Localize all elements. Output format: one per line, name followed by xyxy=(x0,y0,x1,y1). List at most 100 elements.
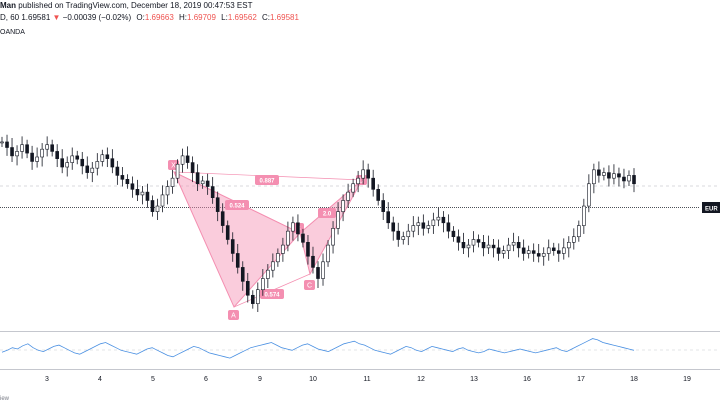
candle-body xyxy=(155,205,160,212)
candle-body xyxy=(256,289,260,304)
author-name[interactable]: Man xyxy=(0,1,16,10)
candle-body xyxy=(135,189,140,196)
ratio-ac-badge xyxy=(260,289,284,299)
x-tick-label: 18 xyxy=(630,376,638,383)
x-tick-label: 11 xyxy=(363,376,370,383)
ohlc-line: D, 60 1.69581 ▼ −0.00039 (−0.02%) O:1.69… xyxy=(0,13,299,22)
candle-body xyxy=(536,253,541,257)
candle-body xyxy=(451,230,456,238)
candlestick-series xyxy=(0,134,636,312)
open-label: O: xyxy=(136,13,145,22)
harmonic-pattern[interactable]: X A B C D 0.887 0.524 0.574 2.0 xyxy=(168,160,367,320)
candle-body xyxy=(572,236,576,243)
candle-body xyxy=(215,197,220,212)
candle-body xyxy=(587,183,591,207)
candle-body xyxy=(627,175,631,182)
candle-body xyxy=(486,244,491,249)
candle-body xyxy=(481,242,486,249)
candle-body xyxy=(15,151,19,157)
candle-body xyxy=(281,244,285,254)
x-tick-label: 6 xyxy=(204,376,208,383)
candle-body xyxy=(501,250,506,254)
candle-body xyxy=(195,172,200,185)
candle-body xyxy=(160,194,165,207)
candle-body xyxy=(40,148,44,158)
last-price: 1.69581 xyxy=(21,13,51,22)
candle-body xyxy=(441,216,446,224)
ratio-bd-label: 2.0 xyxy=(323,212,332,218)
candle-body xyxy=(20,144,24,152)
candle-body xyxy=(381,200,386,212)
candle-body xyxy=(386,211,391,224)
low-label: L: xyxy=(221,13,228,22)
publish-line: Man published on TradingView.com, Decemb… xyxy=(0,1,252,10)
candle-body xyxy=(612,173,616,179)
candle-body xyxy=(110,158,115,168)
candle-body xyxy=(140,191,145,196)
candle-body xyxy=(306,242,310,257)
candle-body xyxy=(75,155,80,160)
open-value: 1.69663 xyxy=(144,13,174,22)
candle-body xyxy=(506,244,511,251)
candle-body xyxy=(416,222,421,226)
candle-body xyxy=(276,253,280,263)
candle-body xyxy=(592,169,596,185)
candle-body xyxy=(175,163,180,179)
candle-body xyxy=(336,211,340,229)
candle-body xyxy=(165,186,170,196)
price-tag xyxy=(702,202,720,213)
point-d-label: D xyxy=(359,178,364,185)
candle-body xyxy=(526,250,531,254)
point-c-badge xyxy=(304,280,315,290)
publish-info: published on TradingView.com, December 1… xyxy=(18,1,253,10)
candle-body xyxy=(0,141,4,144)
candle-body xyxy=(617,173,621,178)
candle-body xyxy=(361,169,365,179)
candle-body xyxy=(245,281,250,296)
close-label: C: xyxy=(262,13,270,22)
candle-body xyxy=(376,189,380,201)
x-tick-label: 16 xyxy=(523,376,531,383)
candle-body xyxy=(170,177,175,187)
candle-body xyxy=(90,167,95,173)
candle-body xyxy=(456,236,461,243)
candle-body xyxy=(220,211,225,226)
candle-body xyxy=(125,178,130,185)
candle-body xyxy=(531,250,536,254)
candle-body xyxy=(426,225,431,229)
candle-body xyxy=(50,144,54,152)
ratio-xd-label: 0.887 xyxy=(259,179,275,185)
candle-body xyxy=(271,261,275,271)
candle-body xyxy=(5,141,9,148)
broker-name: OANDA xyxy=(0,29,25,36)
x-tick-label: 5 xyxy=(151,376,155,383)
candle-body xyxy=(597,169,601,176)
symbol-interval: D, 60 xyxy=(0,13,20,22)
low-value: 1.69562 xyxy=(227,13,257,22)
candle-body xyxy=(496,247,501,254)
candle-body xyxy=(230,239,235,254)
x-tick-label: 19 xyxy=(683,376,691,383)
candle-body xyxy=(185,155,190,163)
candle-body xyxy=(561,247,566,254)
candle-body xyxy=(436,216,441,221)
x-tick-label: 17 xyxy=(577,376,585,383)
candle-body xyxy=(521,247,526,254)
candle-body xyxy=(286,230,290,246)
candle-body xyxy=(511,242,516,246)
candle-body xyxy=(105,154,110,159)
candle-body xyxy=(35,156,39,162)
close-value: 1.69581 xyxy=(270,13,299,22)
candle-body xyxy=(406,230,411,238)
candle-body xyxy=(55,151,59,159)
candle-body xyxy=(190,162,195,173)
high-label: H: xyxy=(179,13,188,22)
candle-body xyxy=(582,205,586,226)
candle-body xyxy=(491,244,496,249)
candle-body xyxy=(80,158,85,167)
candle-body xyxy=(85,165,90,173)
x-tick-label: 4 xyxy=(98,376,102,383)
candle-body xyxy=(396,230,401,240)
price-tag-label: EUR xyxy=(705,207,718,213)
